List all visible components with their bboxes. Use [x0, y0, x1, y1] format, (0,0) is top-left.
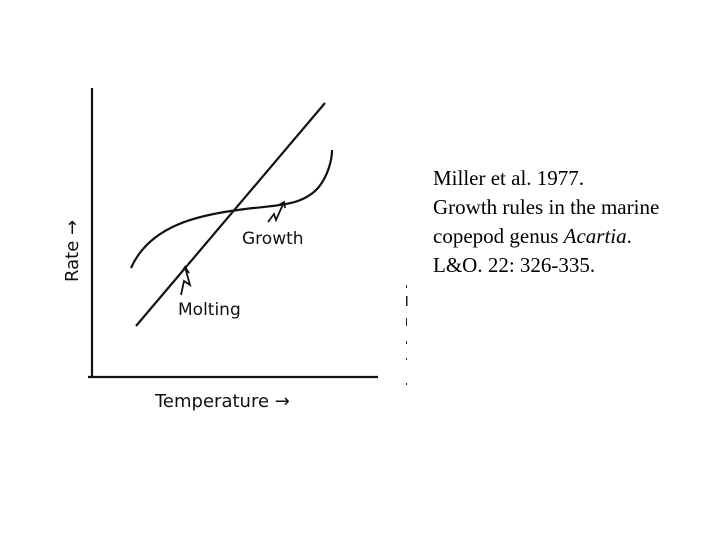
citation-title-text: copepod genus — [433, 224, 564, 248]
molting-pointer-arrow — [180, 266, 192, 296]
citation-title-line1: Growth rules in the marine — [433, 195, 660, 219]
x-axis-label: Temperature → — [154, 391, 290, 412]
series-layer — [129, 102, 334, 327]
series-line-growth — [129, 149, 334, 269]
annotation-arrows — [180, 200, 286, 296]
citation-block: Miller et al. 1977. Growth rules in the … — [433, 164, 718, 280]
y-axis-label: Rate → — [62, 220, 83, 282]
citation-title-line2: copepod genus Acartia. — [433, 222, 718, 251]
molting-pointer-head — [180, 265, 190, 274]
citation-genus: Acartia — [563, 224, 627, 248]
citation-journal: L&O. 22: 326-335. — [433, 253, 596, 277]
growth-pointer-arrow — [267, 201, 285, 223]
scan-specks — [406, 285, 408, 385]
citation-period: . — [626, 224, 632, 248]
citation-authors: Miller et al. 1977. — [433, 166, 585, 190]
series-line-molting — [135, 102, 326, 327]
growth-pointer-head — [278, 200, 286, 209]
molting-label: Molting — [178, 300, 241, 320]
growth-label: Growth — [242, 229, 304, 249]
